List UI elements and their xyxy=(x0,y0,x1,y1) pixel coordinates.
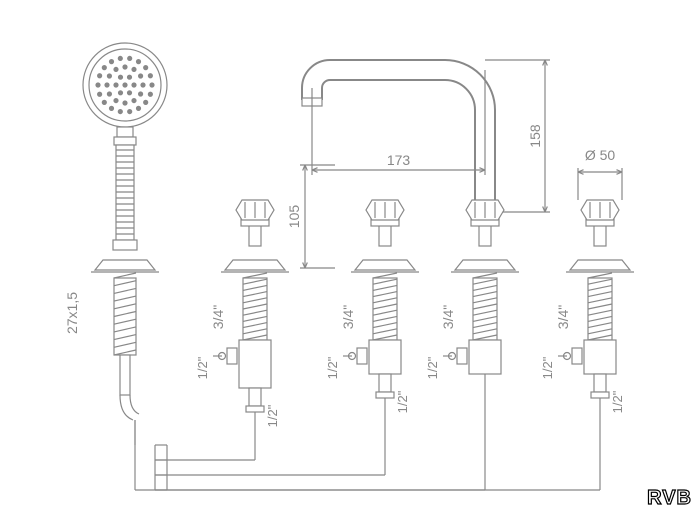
bottom-conn-label: 1/2" xyxy=(265,404,280,427)
valve_left: 3/4" 1/2" 1/2" xyxy=(325,200,419,413)
spout: 173 158 105 Ø 50 xyxy=(286,60,622,268)
dim-spout-height: 158 xyxy=(527,124,543,148)
side-conn-label: 1/2" xyxy=(540,356,555,379)
bottom-conn-label: 1/2" xyxy=(610,390,625,413)
thread-label: 3/4" xyxy=(440,305,456,329)
thread-label: 3/4" xyxy=(555,305,571,329)
brand-logo: RVB xyxy=(647,487,692,510)
dim-spout-width: 173 xyxy=(387,152,411,168)
side-conn-label: 1/2" xyxy=(195,356,210,379)
shower-head-assembly: 27x1,5 xyxy=(64,43,167,420)
side-conn-label: 1/2" xyxy=(325,356,340,379)
plumbing-routing xyxy=(135,374,600,490)
side-conn-label: 1/2" xyxy=(425,356,440,379)
thread-label: 3/4" xyxy=(340,305,356,329)
thread-label: 27x1,5 xyxy=(64,292,80,334)
valve_diverter: 3/4" 1/2" 1/2" xyxy=(195,200,289,427)
dim-handle-height: 105 xyxy=(286,205,302,229)
valve_right: 3/4" 1/2" 1/2" xyxy=(540,200,634,413)
dim-handle-dia: Ø 50 xyxy=(585,147,616,163)
valve_center_spout: 3/4" 1/2" xyxy=(425,200,519,379)
thread-label: 3/4" xyxy=(210,305,226,329)
bottom-conn-label: 1/2" xyxy=(395,390,410,413)
